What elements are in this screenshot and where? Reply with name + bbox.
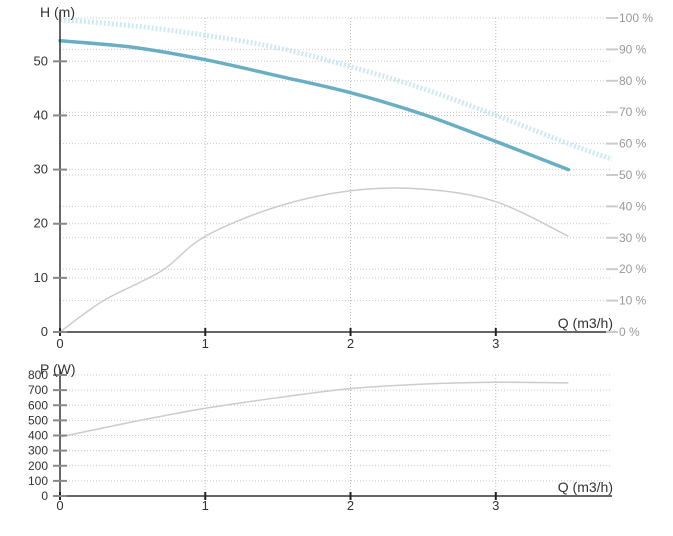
y2-tick-label: 40 %: [619, 199, 647, 213]
y2-tick-label: 30 %: [619, 231, 647, 245]
y-tick-label: 200: [28, 459, 48, 473]
y-axis-title: P (W): [40, 361, 76, 377]
y-tick-label: 300: [28, 444, 48, 458]
y2-tick-label: 70 %: [619, 105, 647, 119]
y2-tick-label: 0 %: [619, 325, 640, 339]
x-tick-label: 1: [202, 498, 209, 513]
y-tick-label: 700: [28, 383, 48, 397]
efficiency-axis: 0 % 10 % 20 % 30 % 40 % 50 % 60 % 70 % 80 % 90 % 1…: [606, 11, 653, 339]
y-tick-label: 0: [41, 489, 48, 503]
y2-tick-label: 80 %: [619, 74, 647, 88]
x-tick-label: 3: [492, 336, 499, 351]
x-tick-label: 1: [202, 336, 209, 351]
y-tick-label: 0: [41, 324, 48, 339]
y-tick-label: 100: [28, 474, 48, 488]
x-tick-label: 2: [347, 498, 354, 513]
x-tick-label: 3: [492, 498, 499, 513]
efficiency-band-line: [59, 17, 613, 162]
y-axis-title: H (m): [40, 4, 75, 20]
grid: [60, 374, 612, 496]
series-group: [58, 17, 613, 333]
y-tick-label: 40: [34, 107, 48, 122]
y-tick-label: 800: [28, 368, 48, 382]
x-tick-label: 2: [347, 336, 354, 351]
y-tick-label: 30: [34, 162, 48, 177]
y2-tick-label: 50 %: [619, 168, 647, 182]
series-line-0: [59, 381, 569, 438]
y-tick-label: 50: [34, 53, 48, 68]
head-curve-line: [58, 38, 571, 172]
y-tick-label: 600: [28, 398, 48, 412]
y2-tick-label: 100 %: [619, 11, 653, 25]
x-axis-title: Q (m3/h): [558, 315, 613, 331]
grid: [60, 17, 612, 332]
y-tick-label: 500: [28, 413, 48, 427]
series-group: [59, 381, 569, 438]
y-tick-label: 10: [34, 270, 48, 285]
y2-tick-label: 10 %: [619, 294, 647, 308]
series-line-2: [59, 187, 569, 333]
x-axis-title: Q (m3/h): [558, 479, 613, 495]
y2-tick-label: 20 %: [619, 262, 647, 276]
x-tick-label: 0: [56, 336, 63, 351]
y-tick-label: 400: [28, 429, 48, 443]
y-tick-label: 20: [34, 216, 48, 231]
x-tick-label: 0: [56, 498, 63, 513]
y2-tick-label: 60 %: [619, 137, 647, 151]
y2-tick-label: 90 %: [619, 42, 647, 56]
